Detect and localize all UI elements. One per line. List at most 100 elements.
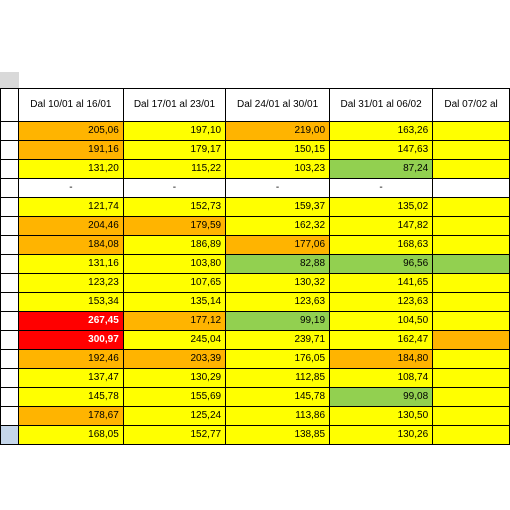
column-header[interactable]: Dal 17/01 al 23/01 — [122, 88, 227, 122]
value-cell[interactable]: 191,16 — [18, 140, 124, 160]
value-cell[interactable]: 162,32 — [225, 216, 331, 236]
value-cell[interactable]: 123,63 — [225, 292, 331, 312]
value-cell[interactable]: 177,06 — [225, 235, 331, 255]
value-cell[interactable]: 130,50 — [329, 406, 434, 426]
value-cell[interactable]: 245,04 — [122, 330, 227, 350]
row-label-cell[interactable] — [0, 121, 19, 141]
value-cell[interactable]: 163,26 — [329, 121, 434, 141]
value-cell[interactable]: 96,56 — [329, 254, 434, 274]
row-label-cell[interactable] — [0, 159, 19, 179]
value-cell[interactable]: 108,74 — [329, 368, 434, 388]
value-cell[interactable]: 168,63 — [329, 235, 434, 255]
value-cell[interactable]: 99,19 — [225, 311, 331, 331]
value-cell[interactable]: - — [225, 178, 331, 198]
value-cell[interactable]: 131,20 — [18, 159, 124, 179]
value-cell[interactable]: - — [329, 178, 434, 198]
row-label-cell[interactable] — [0, 349, 19, 369]
value-cell[interactable]: 135,02 — [329, 197, 434, 217]
value-cell[interactable] — [432, 406, 510, 426]
value-cell[interactable]: 204,46 — [18, 216, 124, 236]
value-cell[interactable]: 103,80 — [122, 254, 227, 274]
value-cell[interactable]: - — [18, 178, 124, 198]
value-cell[interactable]: 159,37 — [225, 197, 331, 217]
value-cell[interactable] — [432, 178, 510, 198]
value-cell[interactable] — [432, 216, 510, 236]
value-cell[interactable]: 205,06 — [18, 121, 124, 141]
value-cell[interactable]: 147,63 — [329, 140, 434, 160]
value-cell[interactable]: 179,59 — [122, 216, 227, 236]
value-cell[interactable]: 179,17 — [122, 140, 227, 160]
row-label-cell[interactable] — [0, 216, 19, 236]
value-cell[interactable] — [432, 425, 510, 445]
value-cell[interactable]: 152,77 — [122, 425, 227, 445]
value-cell[interactable]: 177,12 — [122, 311, 227, 331]
value-cell[interactable]: 184,80 — [329, 349, 434, 369]
value-cell[interactable]: 123,63 — [329, 292, 434, 312]
row-label-cell[interactable] — [0, 406, 19, 426]
value-cell[interactable] — [432, 121, 510, 141]
value-cell[interactable]: 112,85 — [225, 368, 331, 388]
row-label-cell[interactable] — [0, 197, 19, 217]
value-cell[interactable]: 130,29 — [122, 368, 227, 388]
value-cell[interactable]: 125,24 — [122, 406, 227, 426]
value-cell[interactable]: 121,74 — [18, 197, 124, 217]
value-cell[interactable]: 186,89 — [122, 235, 227, 255]
row-label-cell[interactable] — [0, 254, 19, 274]
value-cell[interactable]: 152,73 — [122, 197, 227, 217]
value-cell[interactable]: 130,32 — [225, 273, 331, 293]
value-cell[interactable] — [432, 368, 510, 388]
value-cell[interactable]: 141,65 — [329, 273, 434, 293]
row-label-cell[interactable] — [0, 140, 19, 160]
value-cell[interactable]: 147,82 — [329, 216, 434, 236]
value-cell[interactable]: 145,78 — [18, 387, 124, 407]
value-cell[interactable]: 176,05 — [225, 349, 331, 369]
column-header[interactable]: Dal 31/01 al 06/02 — [329, 88, 434, 122]
row-label-cell[interactable] — [0, 425, 19, 445]
value-cell[interactable]: - — [122, 178, 227, 198]
value-cell[interactable]: 138,85 — [225, 425, 331, 445]
row-label-cell[interactable] — [0, 368, 19, 388]
row-label-cell[interactable] — [0, 273, 19, 293]
value-cell[interactable]: 239,71 — [225, 330, 331, 350]
value-cell[interactable]: 192,46 — [18, 349, 124, 369]
value-cell[interactable]: 82,88 — [225, 254, 331, 274]
row-label-cell[interactable] — [0, 311, 19, 331]
row-label-cell[interactable] — [0, 292, 19, 312]
value-cell[interactable] — [432, 387, 510, 407]
value-cell[interactable]: 135,14 — [122, 292, 227, 312]
value-cell[interactable]: 168,05 — [18, 425, 124, 445]
value-cell[interactable] — [432, 159, 510, 179]
value-cell[interactable] — [432, 197, 510, 217]
value-cell[interactable]: 137,47 — [18, 368, 124, 388]
value-cell[interactable]: 145,78 — [225, 387, 331, 407]
value-cell[interactable]: 155,69 — [122, 387, 227, 407]
value-cell[interactable] — [432, 292, 510, 312]
value-cell[interactable]: 153,34 — [18, 292, 124, 312]
column-header[interactable]: Dal 10/01 al 16/01 — [18, 88, 124, 122]
value-cell[interactable]: 130,26 — [329, 425, 434, 445]
value-cell[interactable]: 103,23 — [225, 159, 331, 179]
value-cell[interactable]: 107,65 — [122, 273, 227, 293]
value-cell[interactable]: 150,15 — [225, 140, 331, 160]
value-cell[interactable]: 184,08 — [18, 235, 124, 255]
value-cell[interactable]: 131,16 — [18, 254, 124, 274]
value-cell[interactable]: 104,50 — [329, 311, 434, 331]
value-cell[interactable]: 197,10 — [122, 121, 227, 141]
value-cell[interactable]: 115,22 — [122, 159, 227, 179]
value-cell[interactable]: 267,45 — [18, 311, 124, 331]
column-header[interactable]: Dal 07/02 al — [432, 88, 510, 122]
value-cell[interactable]: 178,67 — [18, 406, 124, 426]
value-cell[interactable] — [432, 311, 510, 331]
value-cell[interactable]: 162,47 — [329, 330, 434, 350]
column-header[interactable]: Dal 24/01 al 30/01 — [225, 88, 331, 122]
value-cell[interactable]: 300,97 — [18, 330, 124, 350]
value-cell[interactable]: 203,39 — [122, 349, 227, 369]
value-cell[interactable] — [432, 140, 510, 160]
value-cell[interactable] — [432, 273, 510, 293]
value-cell[interactable] — [432, 254, 510, 274]
value-cell[interactable] — [432, 349, 510, 369]
value-cell[interactable]: 219,00 — [225, 121, 331, 141]
value-cell[interactable]: 113,86 — [225, 406, 331, 426]
value-cell[interactable] — [432, 330, 510, 350]
value-cell[interactable]: 99,08 — [329, 387, 434, 407]
